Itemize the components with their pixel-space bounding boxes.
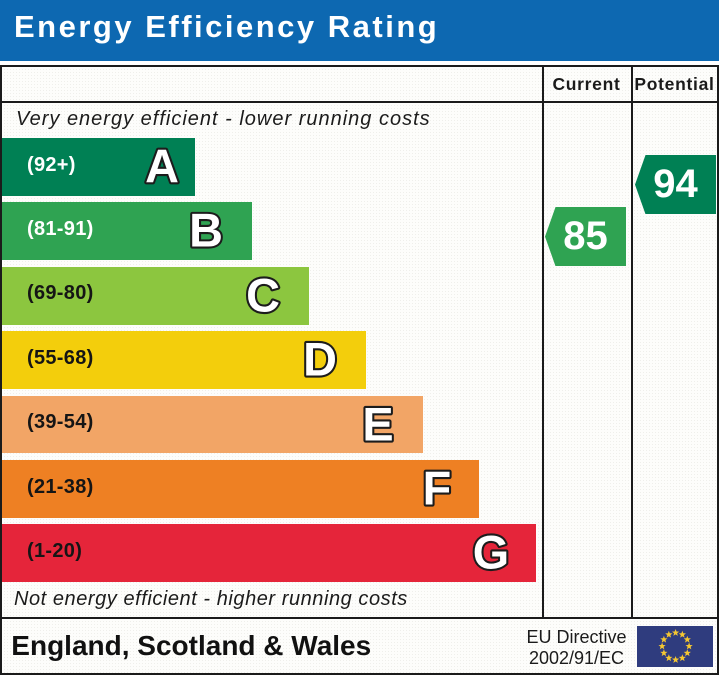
- svg-text:A: A: [145, 140, 179, 192]
- svg-text:B: B: [189, 205, 223, 257]
- svg-text:C: C: [246, 269, 280, 321]
- svg-text:F: F: [422, 462, 451, 514]
- svg-text:D: D: [303, 334, 337, 386]
- svg-text:E: E: [362, 398, 393, 450]
- svg-text:G: G: [473, 527, 509, 579]
